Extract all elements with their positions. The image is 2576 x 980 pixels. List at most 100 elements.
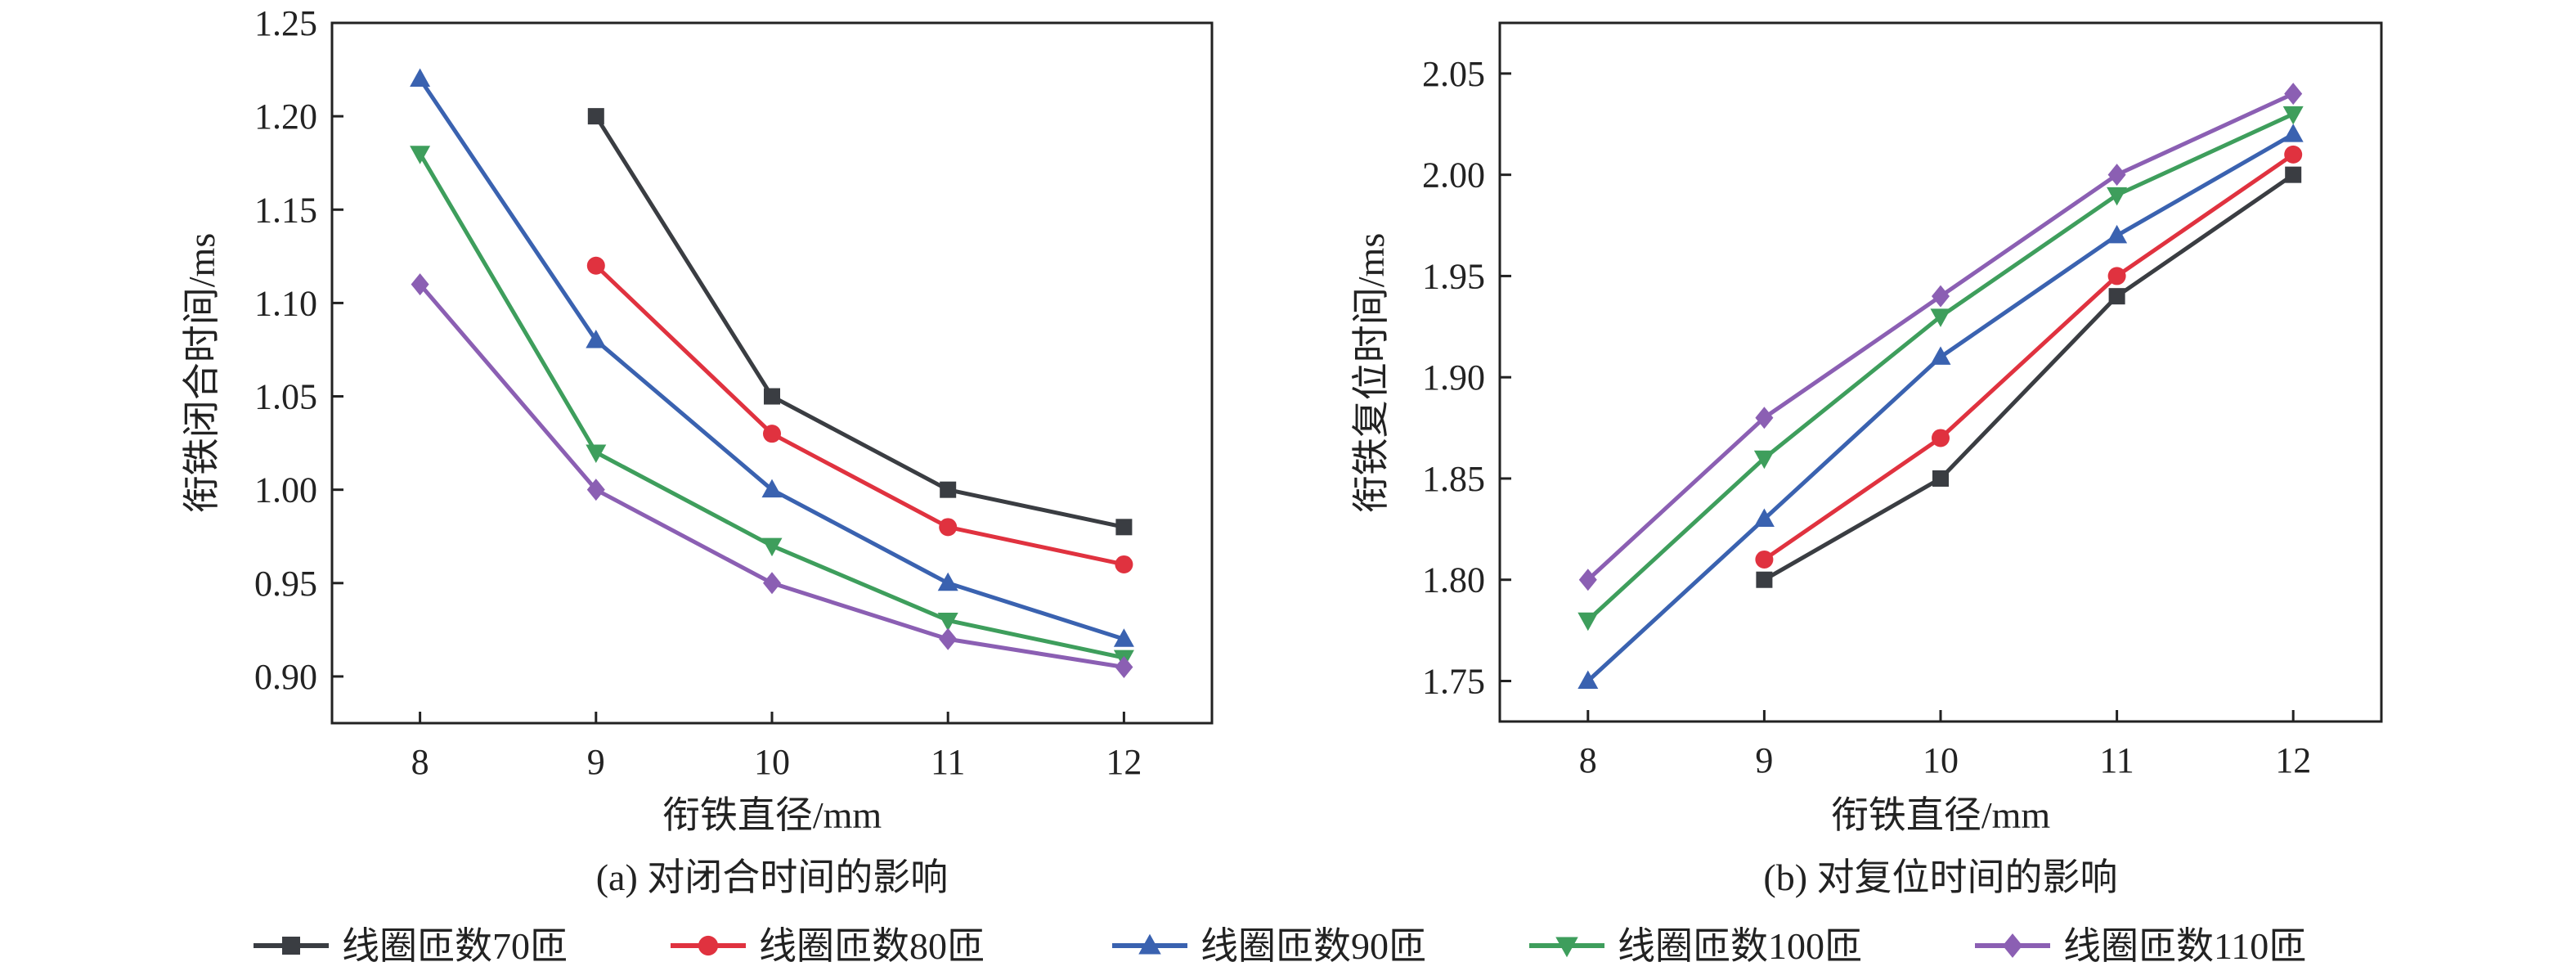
- chart-panel-b: 衔铁复位时间/ms 衔铁直径/mm (b) 对复位时间的影响 1.75 1.80 1…: [1350, 21, 2383, 898]
- data-point: [587, 108, 604, 125]
- data-point: [2284, 145, 2303, 164]
- data-point: [761, 479, 783, 498]
- data-point: [410, 68, 431, 87]
- y-tick-label-a: 1.10: [254, 283, 317, 323]
- series-line: [1763, 173, 2295, 582]
- data-point: [2282, 124, 2304, 142]
- series-b-0: [1756, 166, 2302, 588]
- legend-item: 线圈匝数100匝: [1529, 925, 1862, 967]
- y-tick-label-a: 1.20: [254, 97, 317, 137]
- y-tick-label-a: 1.05: [254, 377, 317, 417]
- plot-frame-b: [1498, 21, 2383, 723]
- legend-marker: [282, 937, 300, 955]
- data-point: [1932, 429, 1950, 447]
- legend-label: 线圈匝数110匝: [2063, 925, 2306, 967]
- data-point: [2107, 187, 2128, 206]
- y-tick-label-a: 1.15: [254, 190, 317, 230]
- legend-item: 线圈匝数70匝: [254, 925, 568, 967]
- legend-label: 线圈匝数100匝: [1618, 925, 1862, 967]
- data-point: [761, 537, 783, 557]
- y-axis-title-a: 衔铁闭合时间/ms: [181, 233, 222, 513]
- caption-b: (b) 对复位时间的影响: [1763, 856, 2117, 898]
- data-point: [586, 256, 605, 275]
- x-tick-label-b: 11: [2099, 740, 2134, 780]
- data-point: [940, 481, 957, 498]
- data-point: [1932, 470, 1949, 487]
- data-point: [1115, 519, 1133, 536]
- x-tick-label-a: 11: [931, 742, 965, 782]
- data-point: [1930, 346, 1951, 365]
- data-point: [939, 518, 958, 537]
- data-point: [937, 572, 958, 591]
- x-axis-title-a: 衔铁直径/mm: [662, 794, 882, 836]
- legend-item: 线圈匝数80匝: [671, 925, 985, 967]
- x-tick-label-a: 10: [754, 742, 790, 782]
- series-a-2: [410, 68, 1134, 647]
- x-tick-label-b: 12: [2275, 740, 2311, 780]
- data-point: [2284, 83, 2303, 106]
- plot-frame-a: [330, 21, 1214, 725]
- data-point: [1753, 450, 1775, 470]
- data-point: [1578, 569, 1597, 591]
- data-point: [2282, 106, 2304, 125]
- data-point: [763, 425, 781, 443]
- y-tick-label-a: 1.25: [254, 3, 317, 43]
- data-point: [2107, 224, 2128, 244]
- legend-item: 线圈匝数110匝: [1975, 925, 2306, 967]
- data-point: [1115, 656, 1133, 679]
- series-b-3: [1577, 106, 2304, 632]
- series-line: [1762, 152, 2295, 562]
- series-line: [418, 282, 1124, 669]
- legend-item: 线圈匝数90匝: [1112, 925, 1426, 967]
- data-point: [1755, 550, 1774, 569]
- data-point: [586, 330, 607, 348]
- legend-label: 线圈匝数80匝: [759, 925, 985, 967]
- legend-marker: [1138, 933, 1161, 955]
- series-line: [1586, 112, 2295, 623]
- series-a-3: [410, 146, 1134, 669]
- y-axis-title-b: 衔铁复位时间/ms: [1350, 233, 1392, 513]
- data-point: [1113, 628, 1134, 647]
- data-point: [763, 572, 781, 595]
- data-point: [1115, 555, 1133, 573]
- y-tick-label-b: 1.95: [1422, 256, 1485, 296]
- x-tick-label-b: 9: [1755, 740, 1773, 780]
- series-a-0: [587, 108, 1133, 536]
- data-point: [764, 388, 780, 405]
- data-point: [2285, 166, 2302, 183]
- data-point: [1577, 612, 1599, 632]
- data-point: [411, 273, 429, 296]
- x-tick-label-a: 12: [1106, 742, 1142, 782]
- data-point: [2107, 267, 2126, 285]
- y-tick-label-b: 1.75: [1422, 661, 1485, 701]
- chart-panel-a: 衔铁闭合时间/ms 衔铁直径/mm (a) 对闭合时间的影响 0.90 0.95 1…: [181, 3, 1214, 898]
- data-point: [1577, 670, 1599, 689]
- y-tick-label-b: 2.00: [1422, 155, 1485, 196]
- y-tick-label-a: 1.00: [254, 470, 317, 510]
- data-point: [1755, 407, 1774, 429]
- x-tick-label-b: 8: [1579, 740, 1597, 780]
- legend-marker: [1555, 937, 1578, 958]
- series-a-4: [411, 273, 1133, 679]
- data-point: [586, 444, 607, 464]
- series-line: [1586, 92, 2295, 582]
- data-point: [410, 146, 431, 164]
- data-point: [1753, 508, 1775, 527]
- y-tick-label-b: 1.90: [1422, 357, 1485, 398]
- y-tick-label-b: 2.05: [1422, 54, 1485, 94]
- series-b-4: [1578, 83, 2303, 591]
- series-line: [595, 263, 1124, 567]
- series-a-1: [586, 256, 1133, 573]
- data-point: [2108, 288, 2125, 305]
- y-tick-label-a: 0.90: [254, 657, 317, 697]
- legend-marker: [2002, 933, 2023, 958]
- data-point: [1932, 285, 1950, 308]
- series-line: [1586, 132, 2295, 683]
- data-point: [937, 612, 958, 632]
- data-point: [586, 479, 605, 501]
- legend-marker: [698, 935, 719, 956]
- x-tick-label-a: 8: [411, 742, 429, 782]
- legend-label: 线圈匝数70匝: [342, 925, 568, 967]
- y-tick-label-a: 0.95: [254, 564, 317, 604]
- data-point: [1756, 571, 1773, 588]
